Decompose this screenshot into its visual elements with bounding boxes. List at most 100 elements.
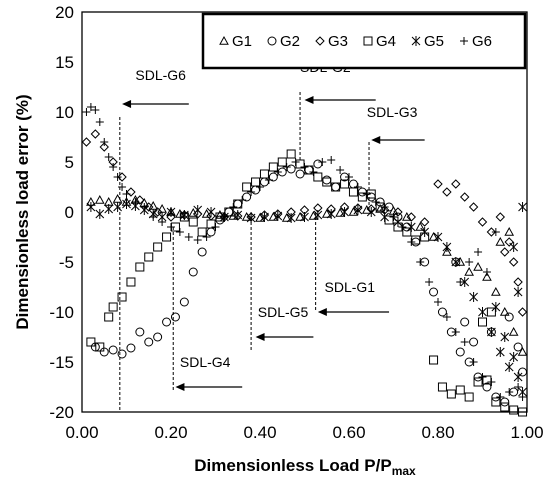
data-point-g6 [264, 176, 273, 184]
data-point-g6 [456, 278, 465, 286]
annotation-sdl-g1: SDL-G1 [315, 212, 390, 316]
legend: G1 G2 G3 G4 G5 G6 [201, 12, 527, 70]
series-g3 [81, 129, 528, 317]
data-point-g1 [241, 211, 252, 221]
data-point-g1 [281, 212, 292, 222]
annotation-label: SDL-G4 [180, 354, 231, 370]
data-point-g2 [469, 337, 479, 347]
data-point-g5 [513, 287, 523, 297]
annotation-arrowhead [255, 333, 265, 341]
data-point-g5 [495, 347, 505, 357]
data-point-g5 [509, 242, 519, 252]
x-axis-title-main: Dimensionless Load P/P [194, 456, 391, 475]
data-point-g2 [286, 164, 296, 174]
data-point-g3 [135, 195, 145, 205]
data-point-g2 [108, 345, 118, 355]
data-point-g1 [348, 206, 359, 216]
data-point-g6 [256, 183, 264, 191]
annotation-arrowhead [304, 96, 314, 104]
data-point-g5 [179, 210, 189, 220]
data-point-g3 [152, 207, 163, 217]
data-point-g1 [112, 193, 123, 203]
data-point-g6 [140, 203, 149, 211]
data-point-g6 [193, 236, 202, 244]
x-tick-label: 0.40 [243, 423, 276, 442]
data-point-g3 [442, 187, 452, 197]
data-point-g4 [86, 337, 96, 347]
data-point-g1 [321, 208, 332, 218]
y-tick-label: 20 [55, 3, 74, 22]
data-point-g6 [362, 190, 371, 198]
data-point-g6 [175, 228, 184, 236]
data-point-g4 [322, 177, 332, 187]
data-point-g1 [415, 221, 426, 231]
legend-marker-g6 [460, 37, 468, 45]
data-point-g2 [313, 159, 323, 169]
data-point-g6 [442, 313, 451, 321]
data-point-g4 [455, 385, 465, 395]
annotation-label: SDL-G3 [367, 104, 418, 120]
x-tick-label: 0.60 [332, 423, 365, 442]
data-point-g6 [474, 248, 483, 256]
data-point-g1 [402, 211, 412, 221]
data-point-g1 [495, 236, 506, 246]
data-point-g4 [242, 182, 252, 192]
data-point-g6 [380, 203, 389, 211]
data-point-g2 [206, 227, 216, 237]
data-point-g6 [184, 233, 193, 241]
data-point-g1 [94, 194, 105, 204]
x-tick-label: 0.00 [65, 423, 98, 442]
data-point-g4 [446, 389, 456, 399]
data-point-g4 [144, 252, 154, 262]
data-point-g4 [331, 182, 341, 192]
data-point-g4 [411, 235, 421, 245]
data-point-g1 [308, 210, 319, 220]
data-point-g6 [465, 258, 474, 266]
data-point-g2 [513, 342, 523, 352]
data-point-g4 [429, 355, 439, 365]
data-point-g3 [468, 202, 479, 212]
data-point-g6 [282, 163, 291, 171]
data-point-g1 [157, 203, 167, 213]
data-point-g6 [109, 163, 118, 171]
data-point-g5 [460, 277, 470, 287]
data-point-g3 [451, 179, 461, 189]
data-point-g5 [326, 209, 336, 219]
y-tick-label: -15 [49, 353, 74, 372]
data-point-g1 [148, 200, 159, 210]
annotation-label: SDL-G1 [325, 279, 376, 295]
data-point-g3 [81, 137, 92, 147]
data-point-g1 [508, 326, 519, 336]
data-point-g3 [117, 172, 127, 182]
data-point-g6 [118, 183, 127, 191]
data-point-g6 [104, 153, 113, 161]
data-point-g5 [113, 202, 122, 212]
data-point-g1 [455, 256, 466, 266]
data-point-g5 [286, 213, 296, 223]
data-point-g5 [491, 302, 501, 312]
annotation-arrowhead [371, 136, 381, 144]
data-point-g4 [259, 169, 269, 179]
data-point-g6 [86, 103, 95, 111]
data-point-g4 [153, 242, 163, 252]
data-point-g2 [460, 317, 470, 327]
data-point-g5 [300, 212, 309, 222]
data-point-g6 [167, 223, 175, 231]
data-point-g6 [518, 393, 527, 401]
data-point-g4 [268, 162, 278, 172]
data-point-g6 [425, 278, 434, 286]
x-tick-label: 0.20 [154, 423, 187, 442]
series-g5 [86, 199, 527, 397]
data-point-g5 [504, 362, 514, 372]
data-point-g6 [95, 118, 104, 126]
data-point-g3 [500, 247, 510, 257]
data-point-g5 [104, 204, 114, 214]
data-point-g4 [340, 179, 350, 189]
data-point-g4 [126, 277, 136, 287]
data-point-g6 [505, 388, 514, 396]
data-point-g5 [95, 209, 105, 219]
y-tick-label: 5 [65, 153, 74, 172]
data-point-g5 [478, 307, 487, 317]
y-tick-label: -20 [49, 403, 74, 422]
data-point-g5 [193, 205, 203, 215]
